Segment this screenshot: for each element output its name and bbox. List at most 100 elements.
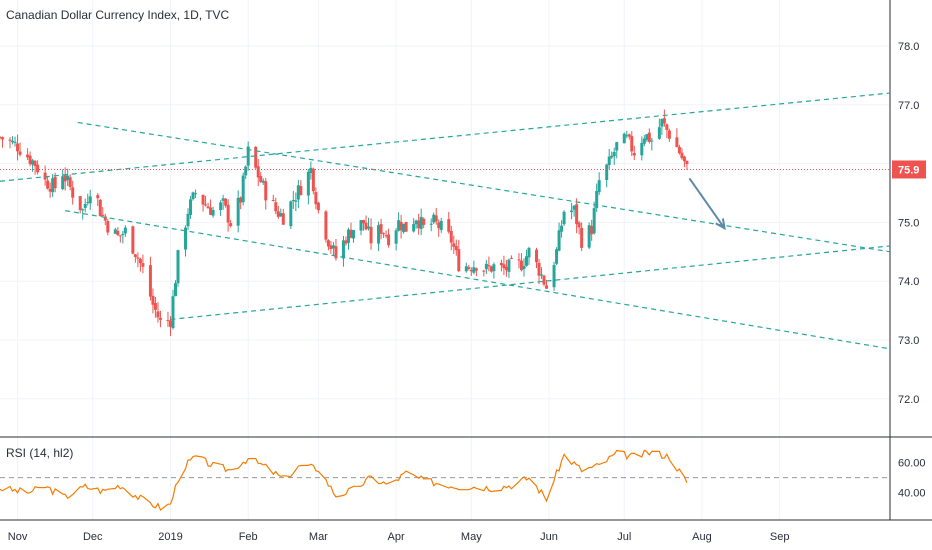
candle-body xyxy=(16,143,20,152)
rsi-tick-label: 60.00 xyxy=(898,458,926,470)
candle-body xyxy=(296,185,300,200)
candle-body xyxy=(349,229,353,238)
candle-body xyxy=(138,258,142,264)
candle-body xyxy=(469,269,473,272)
candle-body xyxy=(209,207,213,215)
candle-body xyxy=(151,295,155,305)
rsi-tick-label: 40.00 xyxy=(898,488,926,500)
candle-body xyxy=(341,240,345,259)
candle-body xyxy=(580,227,584,248)
time-tick-label: Apr xyxy=(388,531,405,543)
candle-body xyxy=(148,265,152,297)
candle-body xyxy=(123,227,127,234)
candle-body xyxy=(153,303,157,310)
candle-body xyxy=(682,156,686,162)
candle-body xyxy=(43,172,47,180)
candle-body xyxy=(326,240,330,247)
candle-body xyxy=(517,259,521,261)
candle-body xyxy=(133,254,137,257)
candle-body xyxy=(103,216,107,221)
candle-body xyxy=(502,264,506,269)
candle-body xyxy=(246,146,250,166)
candle-body xyxy=(615,142,619,151)
candle-body xyxy=(499,262,503,266)
candle-body xyxy=(630,136,634,152)
candle-body xyxy=(314,192,318,205)
time-tick-label: 2019 xyxy=(158,531,182,543)
time-tick-label: Aug xyxy=(692,531,712,543)
candle-body xyxy=(236,197,240,226)
candle-body xyxy=(291,199,295,201)
candle-body xyxy=(204,204,208,206)
candle-body xyxy=(309,167,313,173)
candle-body xyxy=(387,234,391,246)
candle-body xyxy=(256,166,260,178)
candle-body xyxy=(474,268,478,271)
price-tick-label: 73.0 xyxy=(898,335,919,347)
candle-body xyxy=(397,220,401,231)
candle-body xyxy=(509,257,513,259)
candle-body xyxy=(595,191,599,209)
candle-body xyxy=(18,151,22,155)
candle-body xyxy=(519,260,523,271)
projection-arrow-head xyxy=(715,218,726,231)
candle-body xyxy=(173,283,177,297)
rsi-title: RSI (14, hl2) xyxy=(6,446,74,460)
time-tick-label: Jun xyxy=(540,531,558,543)
candle-body xyxy=(106,221,110,233)
candle-body xyxy=(176,250,180,284)
candle-body xyxy=(452,243,456,247)
candle-body xyxy=(622,133,626,144)
candle-body xyxy=(189,199,193,215)
candle-body xyxy=(78,196,82,211)
candle-body xyxy=(507,259,511,272)
candle-body xyxy=(276,211,280,217)
trendline-lower-rising xyxy=(170,245,891,321)
candle-body xyxy=(289,201,293,227)
candle-body xyxy=(590,225,594,235)
candle-body xyxy=(627,134,631,137)
candle-body xyxy=(36,164,40,173)
candle-body xyxy=(432,214,436,223)
candle-body xyxy=(414,220,418,225)
candle-body xyxy=(113,229,117,234)
candle-body xyxy=(504,266,508,271)
trendline-lower-falling xyxy=(65,210,891,350)
candle-body xyxy=(274,202,278,212)
candle-body xyxy=(334,246,338,259)
candle-body xyxy=(51,178,55,193)
candle-body xyxy=(467,267,471,269)
candle-body xyxy=(271,199,275,202)
candle-body xyxy=(484,263,488,270)
candle-body xyxy=(680,152,684,159)
candle-body xyxy=(83,204,87,208)
candle-body xyxy=(364,222,368,230)
candle-body xyxy=(221,198,225,201)
candle-body xyxy=(540,274,544,276)
time-tick-label: Nov xyxy=(8,531,28,543)
candle-body xyxy=(472,267,476,273)
candle-body xyxy=(429,223,433,225)
candle-body xyxy=(677,147,681,154)
candle-body xyxy=(226,204,230,223)
candle-body xyxy=(311,168,315,192)
candle-body xyxy=(657,127,661,139)
candle-body xyxy=(557,230,561,251)
candle-body xyxy=(141,263,145,267)
candle-body xyxy=(399,221,403,231)
candle-body xyxy=(264,181,268,201)
price-tick-label: 78.0 xyxy=(898,41,919,53)
candle-body xyxy=(537,262,541,276)
candle-body xyxy=(306,171,310,196)
candle-body xyxy=(299,185,303,196)
candle-body xyxy=(402,223,406,233)
candle-body xyxy=(597,180,601,193)
candle-body xyxy=(489,266,493,272)
candle-body xyxy=(46,180,50,189)
candle-body xyxy=(71,187,75,198)
candle-body xyxy=(158,317,162,320)
candle-body xyxy=(53,176,57,189)
candle-body xyxy=(281,213,285,225)
